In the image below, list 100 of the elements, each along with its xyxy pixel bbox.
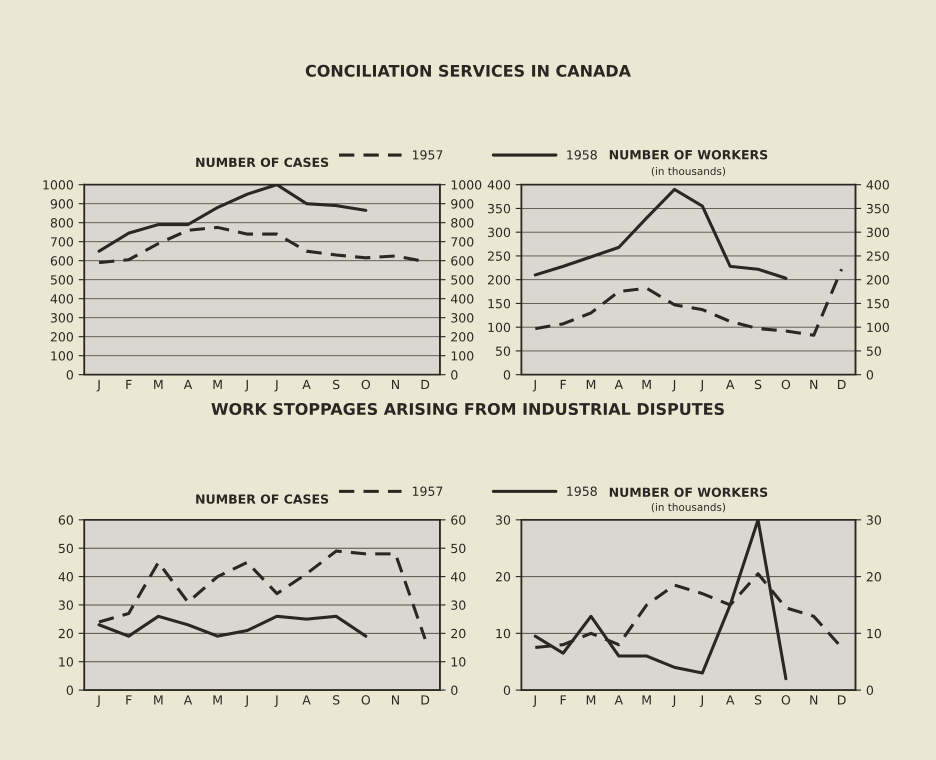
x-tick-label: A [614,695,623,704]
y2-tick-label: 400 [866,180,889,190]
y-tick-label: 1000 [43,180,73,190]
x-tick-label: S [333,380,340,390]
y-tick-label: 150 [488,298,510,308]
y-tick-label: 100 [488,322,510,332]
y2-tick-label: 150 [867,298,889,308]
y-tick-label: 400 [488,180,510,190]
y-tick-label: 50 [496,346,510,356]
y-tick-label: 10 [496,628,510,638]
x-tick-label: N [392,380,399,390]
y2-tick-label: 500 [451,275,474,285]
x-tick-label: M [154,695,163,704]
x-tick-label: M [642,695,651,704]
x-tick-label: A [726,695,734,704]
x-tick-label: J [532,695,536,707]
y2-tick-label: 200 [866,275,889,285]
x-tick-label: A [302,380,311,390]
y2-tick-label: 0 [451,686,458,696]
y2-tick-label: 200 [451,332,474,342]
y2-tick-label: 900 [451,199,474,209]
y-tick-label: 30 [58,600,73,610]
y-tick-label: 40 [58,572,73,582]
y-tick-label: 800 [50,218,73,228]
y-tick-label: 60 [58,515,73,525]
text: WORK STOPPAGES ARISING FROM INDUSTRIAL DISPUTES [211,402,724,416]
y2-tick-label: 600 [451,256,474,266]
x-tick-label: D [838,695,846,704]
y-tick-label: 500 [50,275,73,285]
y2-tick-label: 100 [452,351,474,361]
y2-tick-label: 800 [451,218,474,228]
x-tick-label: O [362,380,370,390]
chart-title: NUMBER OF CASES [196,158,328,168]
x-tick-label: J [672,695,676,707]
y-tick-label: 0 [504,686,510,696]
x-tick-label: A [184,695,192,704]
chart-subtitle: (in thousands) [652,167,726,176]
y-tick-label: 20 [58,628,73,638]
y2-tick-label: 350 [866,204,889,214]
x-tick-label: S [333,695,340,705]
x-tick-label: J [700,695,703,707]
x-tick-label: N [392,695,399,704]
x-tick-label: J [672,380,676,392]
y2-tick-label: 20 [866,572,881,582]
y-tick-label: 300 [488,228,510,238]
y2-tick-label: 1000 [452,180,482,190]
y2-tick-label: 300 [866,228,889,238]
x-tick-label: A [302,695,311,704]
y-tick-label: 700 [50,237,73,247]
x-tick-label: M [213,380,222,390]
x-tick-label: F [560,380,566,390]
y2-tick-label: 60 [451,515,466,525]
x-tick-label: F [126,695,132,704]
y2-tick-label: 30 [451,600,466,610]
x-tick-label: M [642,380,651,390]
x-tick-label: F [126,380,132,390]
legend-label: 1957 [412,486,442,496]
y-tick-label: 0 [66,686,73,696]
y2-tick-label: 0 [451,370,458,380]
y2-tick-label: 700 [451,237,474,247]
y-tick-label: 20 [496,572,510,582]
y-tick-label: 600 [50,256,73,266]
x-tick-label: D [422,380,430,390]
x-tick-label: A [184,380,192,390]
y-tick-label: 0 [504,370,510,380]
y2-tick-label: 50 [866,346,881,356]
y-tick-label: 350 [488,204,510,214]
y-tick-label: 30 [496,515,510,525]
y-tick-label: 250 [488,251,510,261]
y-tick-label: 400 [50,294,73,304]
x-tick-label: N [810,380,818,390]
y2-tick-label: 30 [866,515,881,525]
y-tick-label: 200 [50,332,73,342]
chart-title: NUMBER OF CASES [196,494,328,504]
legend-label: 1958 [567,150,597,160]
y2-tick-label: 50 [451,544,466,554]
x-tick-label: A [614,380,623,390]
y2-tick-label: 100 [867,322,889,332]
line-series [534,188,788,280]
line-series [534,268,844,337]
text: CONCILIATION SERVICES IN CANADA [306,64,631,77]
x-tick-label: M [154,380,163,390]
x-tick-label: J [532,380,536,392]
x-tick-label: F [560,695,566,704]
chart-subtitle: (in thousands) [652,502,726,512]
x-tick-label: O [782,695,790,705]
x-tick-label: D [422,695,430,704]
y-tick-label: 300 [50,313,73,323]
x-tick-label: S [754,695,762,705]
x-tick-label: J [244,695,248,707]
x-tick-label: J [700,380,703,392]
legend-label: 1958 [567,486,597,496]
x-tick-label: M [586,695,596,704]
x-tick-label: N [810,695,818,704]
line-series [98,550,427,641]
y2-tick-label: 40 [450,572,466,582]
x-tick-label: M [213,695,222,704]
chart-title: NUMBER OF WORKERS [610,488,768,497]
x-tick-label: J [96,695,100,707]
y-tick-label: 50 [58,544,73,554]
